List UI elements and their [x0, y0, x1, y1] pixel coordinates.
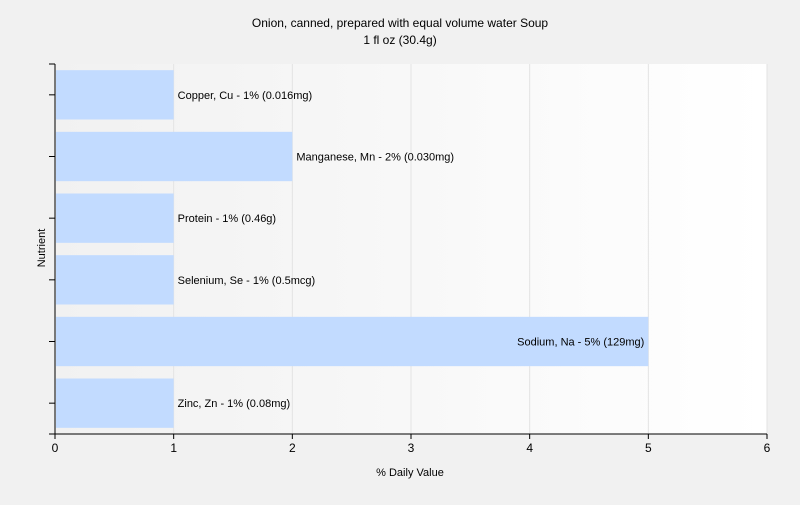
bar-data-label: Copper, Cu - 1% (0.016mg): [178, 90, 313, 102]
x-tick-label: 4: [526, 441, 533, 455]
bar-copper-cu: [56, 70, 174, 120]
x-tick-label: 6: [764, 441, 771, 455]
bar-data-label: Manganese, Mn - 2% (0.030mg): [296, 152, 454, 164]
y-axis-label: Nutrient: [36, 229, 48, 268]
bar-data-label: Selenium, Se - 1% (0.5mcg): [178, 275, 316, 287]
bar-zinc-zn: [56, 378, 174, 428]
x-tick-label: 0: [52, 441, 59, 455]
bar-sodium-na: [56, 316, 649, 367]
chart-title: Onion, canned, prepared with equal volum…: [252, 16, 549, 30]
chart-subtitle: 1 fl oz (30.4g): [363, 33, 436, 47]
bar-data-label: Zinc, Zn - 1% (0.08mg): [178, 398, 290, 410]
x-tick-label: 2: [289, 441, 296, 455]
bar-data-label: Sodium, Na - 5% (129mg): [517, 337, 644, 349]
bar-selenium-se: [56, 255, 174, 305]
bar-manganese-mn: [56, 131, 293, 182]
x-tick-label: 3: [408, 441, 415, 455]
x-tick-label: 5: [645, 441, 652, 455]
x-axis-label: % Daily Value: [376, 467, 444, 479]
bar-protein: [56, 193, 174, 243]
x-tick-label: 1: [170, 441, 177, 455]
bar-data-label: Protein - 1% (0.46g): [178, 213, 276, 225]
